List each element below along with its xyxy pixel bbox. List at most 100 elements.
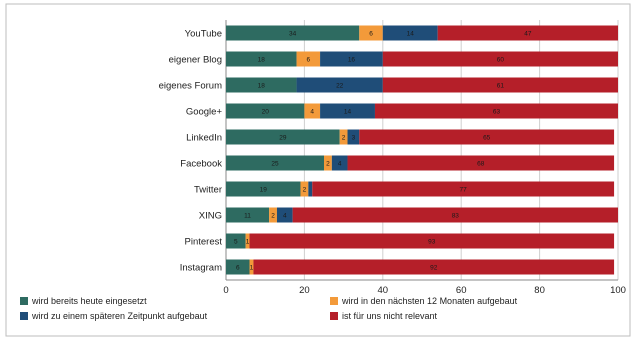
bar-segment <box>339 129 348 145</box>
bar-segment <box>226 25 360 41</box>
bar-segment <box>249 233 615 249</box>
bar-segment <box>331 155 348 171</box>
bar-segment <box>304 103 321 119</box>
bar-segment <box>269 207 277 223</box>
data-label: 11 <box>244 212 251 219</box>
legend-swatch <box>20 312 28 320</box>
x-tick-label: 100 <box>610 285 626 296</box>
bar-segment <box>226 207 270 223</box>
data-label: 18 <box>258 82 266 89</box>
bar-segment <box>296 51 321 67</box>
x-tick-label: 60 <box>456 285 467 296</box>
data-label: 29 <box>279 134 287 141</box>
bar-segment <box>226 259 250 275</box>
x-axis-ticks: 0 20 40 60 80 100 <box>223 285 626 296</box>
data-label: 2 <box>326 160 330 167</box>
bar-segment <box>347 155 615 171</box>
x-tick-label: 0 <box>223 285 228 296</box>
bar-segment <box>245 233 250 249</box>
category-label: LinkedIn <box>186 133 222 144</box>
data-label: 6 <box>236 264 240 271</box>
category-label: XING <box>199 211 222 222</box>
data-label: 16 <box>348 56 356 63</box>
bar-segment <box>292 207 618 223</box>
data-label: 3 <box>352 134 356 141</box>
bar-segment <box>437 25 618 41</box>
category-label: YouTube <box>185 29 222 40</box>
bar-segment <box>324 155 332 171</box>
data-label: 18 <box>258 56 266 63</box>
data-label: 14 <box>407 30 415 37</box>
data-label: 68 <box>477 160 485 167</box>
category-label: Twitter <box>194 185 222 196</box>
bar-segment <box>226 103 305 119</box>
bar-segment <box>296 77 383 93</box>
category-label: eigenes Forum <box>159 81 222 92</box>
data-label: 60 <box>497 56 505 63</box>
category-label: Facebook <box>180 159 222 170</box>
bar-segment <box>253 259 615 275</box>
bar-segment <box>249 259 254 275</box>
bar-segment <box>320 103 375 119</box>
category-label: Instagram <box>180 263 222 274</box>
data-label: 61 <box>497 82 505 89</box>
data-label: 4 <box>283 212 287 219</box>
data-label: 5 <box>234 238 238 245</box>
data-label: 2 <box>342 134 346 141</box>
data-label: 2 <box>271 212 275 219</box>
bar-segment <box>226 129 340 145</box>
data-label: 1 <box>250 264 254 271</box>
legend-label: wird in den nächsten 12 Monaten aufgebau… <box>341 296 518 306</box>
data-label: 92 <box>430 264 438 271</box>
data-label: 77 <box>460 186 468 193</box>
data-label: 4 <box>338 160 342 167</box>
x-tick-label: 20 <box>299 285 310 296</box>
data-label: 19 <box>260 186 268 193</box>
data-label: 93 <box>428 238 436 245</box>
legend-label: wird bereits heute eingesetzt <box>31 296 147 306</box>
bar-segment <box>320 51 383 67</box>
data-label: 4 <box>310 108 314 115</box>
data-label: 63 <box>493 108 501 115</box>
bar-segment <box>347 129 360 145</box>
data-label: 83 <box>452 212 460 219</box>
bars <box>226 25 618 275</box>
x-tick-label: 40 <box>378 285 389 296</box>
legend-label: wird zu einem späteren Zeitpunkt aufgeba… <box>31 311 208 321</box>
legend-swatch <box>20 297 28 305</box>
category-label: Pinterest <box>185 237 223 248</box>
bar-segment <box>359 129 615 145</box>
bar-segment <box>374 103 618 119</box>
x-tick-label: 80 <box>534 285 545 296</box>
data-label: 6 <box>307 56 311 63</box>
category-labels: YouTube eigener Blog eigenes Forum Google+ L… <box>159 29 223 274</box>
data-label: 25 <box>271 160 279 167</box>
bar-segment <box>382 51 618 67</box>
category-label: Google+ <box>186 107 223 118</box>
bar-segment <box>312 181 615 197</box>
data-label: 47 <box>524 30 532 37</box>
bar-segment <box>226 233 246 249</box>
data-label: 34 <box>289 30 297 37</box>
bar-segment <box>276 207 293 223</box>
data-label: 6 <box>369 30 373 37</box>
category-label: eigener Blog <box>169 55 222 66</box>
data-label: 1 <box>246 238 250 245</box>
bar-segment <box>300 181 309 197</box>
data-label: 2 <box>303 186 307 193</box>
bar-segment <box>382 25 438 41</box>
bar-segment <box>359 25 383 41</box>
bar-segment <box>382 77 618 93</box>
bar-segment <box>226 51 297 67</box>
bar-segment <box>226 181 301 197</box>
legend-swatch <box>330 312 338 320</box>
data-label: 14 <box>344 108 352 115</box>
data-label: 22 <box>336 82 344 89</box>
bar-segment <box>226 155 324 171</box>
legend-label: ist für uns nicht relevant <box>342 311 438 321</box>
legend: wird bereits heute eingesetzt wird in den… <box>20 296 518 321</box>
bar-segment <box>226 77 297 93</box>
